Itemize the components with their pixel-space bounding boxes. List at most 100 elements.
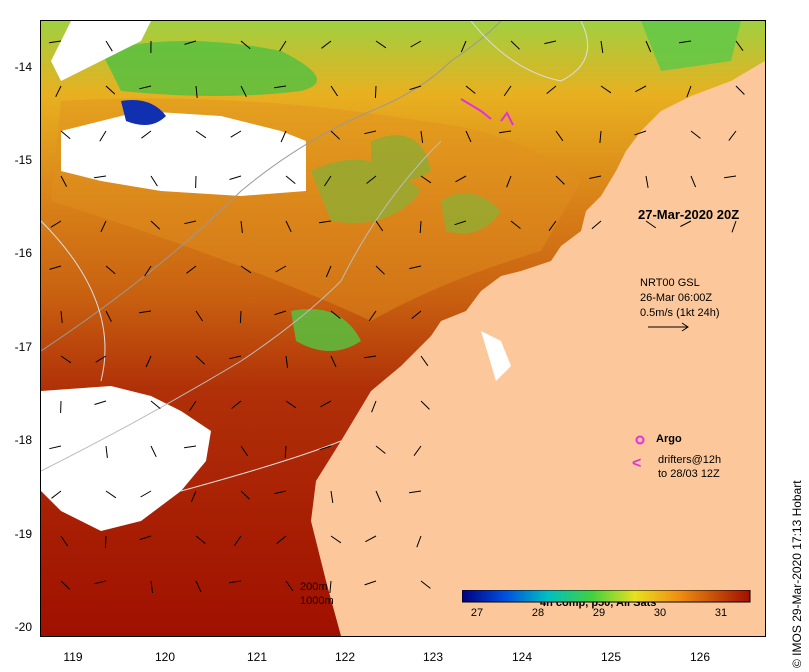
current-arrow	[686, 85, 692, 98]
lon-label: 125	[600, 650, 622, 664]
colorbar-tick: 28	[531, 607, 545, 619]
current-arrow	[510, 220, 521, 229]
current-arrow	[731, 220, 737, 233]
current-arrow	[409, 490, 422, 494]
current-arrow	[150, 400, 161, 409]
current-arrow	[150, 175, 158, 187]
current-arrow	[275, 265, 287, 273]
current-arrow	[465, 130, 472, 143]
current-arrow	[229, 355, 242, 360]
current-arrow	[544, 40, 557, 45]
drifter-legend: drifters@12h to 28/03 12Z	[658, 453, 721, 481]
current-arrow	[60, 310, 63, 323]
current-legend-line1: NRT00 GSL	[640, 277, 700, 289]
current-arrow	[690, 130, 701, 139]
current-arrow	[548, 220, 557, 231]
current-arrow	[49, 445, 62, 450]
lon-label: 122	[334, 650, 356, 664]
current-arrow	[184, 40, 197, 45]
current-arrow	[460, 40, 467, 53]
overlay-date: 27-Mar-2020 20Z	[638, 207, 740, 222]
current-legend-line2: 26-Mar 06:00Z	[640, 292, 713, 304]
current-legend-line3: 0.5m/s (1kt 24h)	[640, 307, 720, 319]
current-arrow	[420, 400, 430, 410]
colorbar-tick: 31	[714, 607, 728, 619]
lon-label: 126	[689, 650, 711, 664]
current-arrow	[239, 310, 242, 324]
current-arrow	[285, 175, 296, 184]
current-arrow	[274, 490, 287, 495]
current-arrow	[330, 355, 337, 368]
credit-text: IMOS 29-Mar-2020 17:13 Hobart	[790, 480, 804, 656]
current-vectors	[49, 40, 745, 594]
current-arrow	[368, 310, 377, 322]
current-arrow	[411, 310, 422, 319]
current-arrow	[546, 85, 557, 94]
current-arrow	[375, 40, 387, 49]
current-arrow	[375, 220, 384, 232]
current-arrow	[600, 85, 612, 94]
current-arrow	[366, 175, 377, 184]
current-arrow	[374, 85, 377, 99]
current-arrow	[60, 580, 71, 590]
current-arrow	[150, 580, 154, 593]
current-arrow	[285, 355, 289, 368]
current-arrow	[555, 130, 564, 142]
current-arrow	[503, 85, 512, 97]
current-arrow	[279, 40, 287, 52]
colorbar-tick: 30	[653, 607, 667, 619]
current-arrow	[735, 40, 744, 51]
current-arrow	[274, 310, 287, 316]
current-arrow	[285, 220, 292, 233]
copyright-icon: ©	[790, 659, 804, 668]
current-arrow	[645, 40, 652, 53]
current-arrow	[635, 85, 647, 93]
current-arrow	[364, 130, 377, 135]
current-arrow	[599, 130, 602, 144]
current-arrow	[51, 490, 62, 499]
current-arrow	[330, 310, 341, 319]
current-arrow	[105, 40, 113, 52]
current-arrow	[724, 175, 737, 179]
lat-label: -14	[14, 60, 32, 74]
current-arrow	[600, 40, 604, 53]
lat-label: -18	[14, 433, 32, 447]
sst-map[interactable]	[40, 20, 766, 637]
current-arrow	[375, 265, 385, 275]
current-arrow	[375, 490, 382, 503]
drifter-tracks	[460, 98, 514, 126]
current-arrow	[140, 490, 152, 498]
current-arrow	[105, 310, 112, 322]
current-arrow	[60, 535, 69, 547]
current-arrow	[240, 40, 251, 50]
current-arrow	[184, 220, 197, 225]
current-arrow	[420, 130, 424, 143]
current-arrow	[285, 400, 297, 409]
current-arrow	[280, 130, 287, 143]
cold-spot	[121, 100, 166, 125]
current-arrow	[94, 175, 107, 179]
current-arrow	[409, 265, 422, 270]
depth-legend-1000: 1000m	[300, 595, 334, 607]
current-arrow	[229, 175, 242, 180]
current-arrow	[499, 130, 512, 134]
current-arrow	[186, 265, 197, 274]
current-arrow	[454, 220, 467, 226]
current-arrow	[60, 175, 68, 187]
current-arrow	[195, 535, 206, 544]
colorbar	[462, 590, 751, 603]
current-arrow	[188, 400, 197, 412]
current-arrow	[555, 175, 565, 185]
credit-label: © IMOS 29-Mar-2020 17:13 Hobart	[790, 480, 804, 668]
argo-marker-icon	[635, 435, 645, 445]
lat-label: -20	[14, 620, 32, 634]
current-arrow	[276, 535, 287, 544]
depth-legend: 200m 1000m	[300, 580, 334, 608]
current-arrow	[240, 490, 250, 500]
argo-legend-label: Argo	[656, 433, 682, 445]
current-arrow	[634, 130, 647, 136]
lon-label: 123	[422, 650, 444, 664]
current-arrow	[229, 580, 242, 584]
lon-label: 120	[154, 650, 176, 664]
current-arrow	[139, 85, 152, 90]
